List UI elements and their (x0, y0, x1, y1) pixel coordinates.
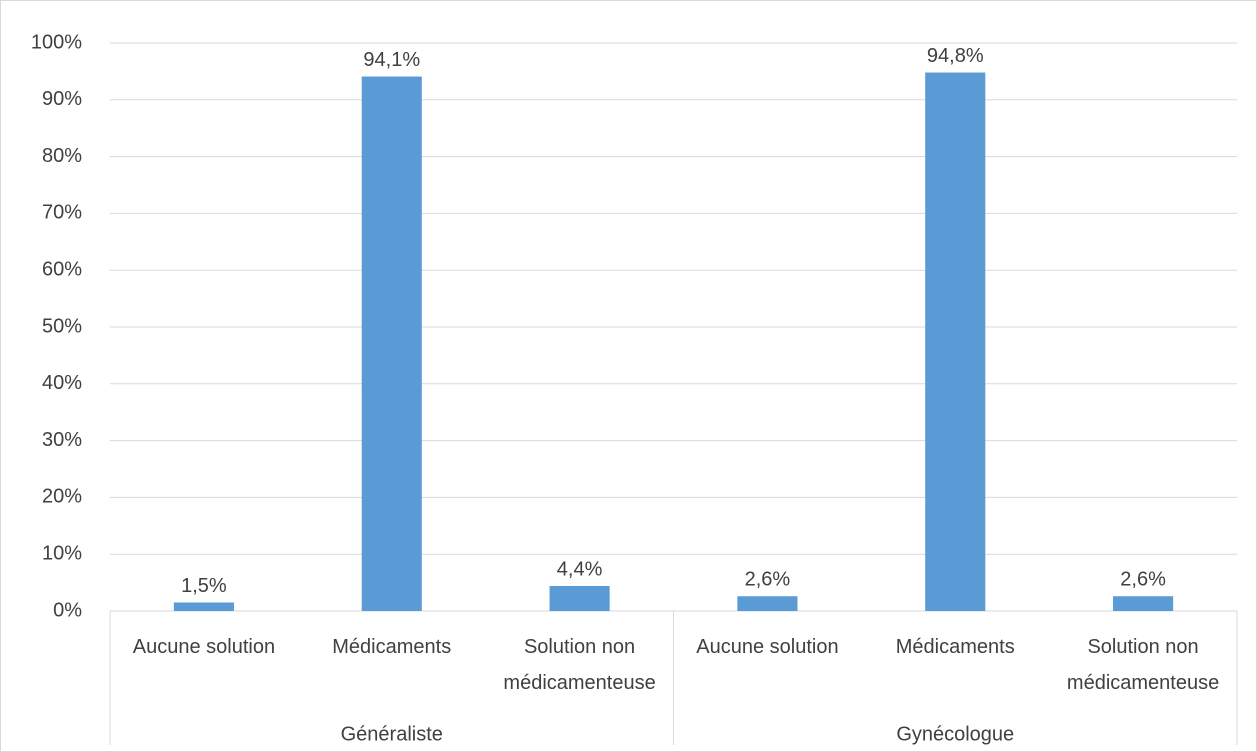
x-tick-label-box: Solution non médicamenteuse (503, 636, 656, 694)
x-tick-label-box: Médicaments (895, 636, 1015, 658)
bar (925, 72, 986, 611)
x-tick-label: Solution non médicamenteuse (503, 636, 656, 694)
data-label: 1,5% (181, 575, 227, 597)
y-tick-label: 10% (42, 542, 82, 564)
bar (737, 596, 798, 611)
x-tick-label: Médicaments (895, 636, 1015, 658)
x-tick-label-box: Aucune solution (132, 636, 276, 658)
data-label: 4,4% (557, 558, 603, 580)
y-tick-label: 40% (42, 372, 82, 394)
data-label: 2,6% (1120, 569, 1166, 591)
group-label: Gynécologue (896, 723, 1014, 745)
x-tick-label: Solution non médicamenteuse (1066, 636, 1220, 694)
y-tick-label: 50% (42, 315, 82, 337)
y-tick-label: 70% (42, 202, 82, 224)
bar (173, 602, 234, 611)
x-tick-label: Médicaments (332, 636, 452, 658)
data-label: 94,1% (363, 49, 420, 71)
x-tick-label-box: Solution non médicamenteuse (1066, 636, 1220, 694)
y-tick-label: 20% (42, 486, 82, 508)
data-label: 94,8% (927, 45, 984, 67)
x-tick-label: Aucune solution (132, 636, 276, 658)
y-tick-label: 60% (42, 258, 82, 280)
x-tick-label: Aucune solution (696, 636, 839, 658)
y-tick-label: 100% (31, 31, 82, 53)
bar (361, 76, 422, 611)
group-label: Généraliste (341, 723, 443, 745)
y-tick-label: 90% (42, 88, 82, 110)
data-label: 2,6% (745, 569, 791, 591)
bar (1113, 596, 1174, 611)
x-tick-label-box: Médicaments (332, 636, 452, 658)
y-tick-label: 0% (53, 599, 82, 621)
y-tick-label: 80% (42, 145, 82, 167)
x-tick-label-box: Aucune solution (696, 636, 839, 658)
y-tick-label: 30% (42, 429, 82, 451)
bar (549, 586, 610, 611)
